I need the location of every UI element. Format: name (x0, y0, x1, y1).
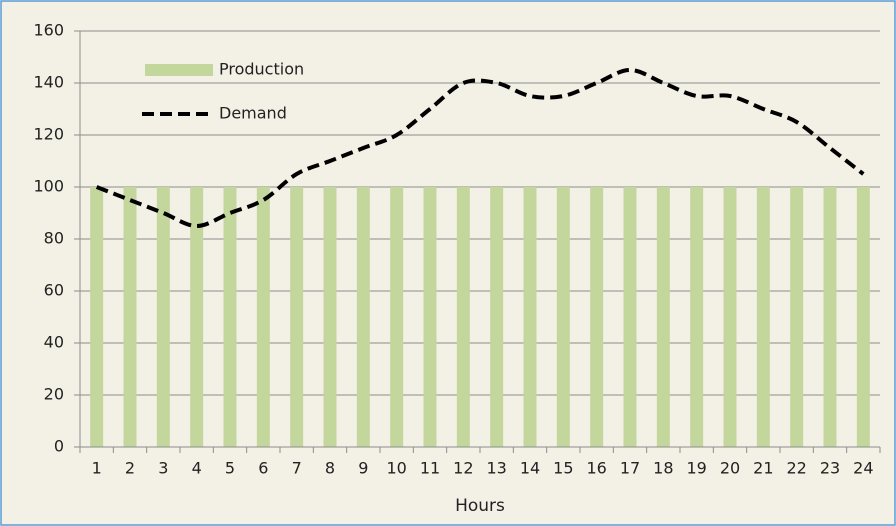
x-tick-label: 2 (125, 459, 135, 478)
x-tick-label: 1 (92, 459, 102, 478)
y-tick-label: 0 (54, 437, 64, 456)
y-tick-label: 80 (44, 229, 64, 248)
y-tick-label: 140 (33, 73, 64, 92)
x-axis-label: Hours (455, 496, 505, 516)
x-tick-label: 20 (720, 459, 740, 478)
x-tick-label: 11 (420, 459, 440, 478)
x-tick-label: 23 (820, 459, 840, 478)
y-tick-label: 100 (33, 177, 64, 196)
bar (790, 187, 804, 447)
bar (290, 187, 304, 447)
bar (256, 187, 270, 447)
bar (323, 187, 337, 447)
x-tick-label: 12 (453, 459, 473, 478)
x-tick-label: 4 (192, 459, 202, 478)
bar (156, 187, 170, 447)
x-tick-label: 9 (358, 459, 368, 478)
x-tick-label: 13 (486, 459, 506, 478)
legend-label: Production (219, 60, 304, 79)
x-tick-label: 24 (853, 459, 873, 478)
x-tick-label: 3 (158, 459, 168, 478)
bar (823, 187, 837, 447)
bar (656, 187, 670, 447)
bar (190, 187, 204, 447)
y-tick-label: 20 (44, 385, 64, 404)
bar (623, 187, 637, 447)
bar (456, 187, 470, 447)
x-tick-label: 14 (520, 459, 540, 478)
bar (223, 187, 237, 447)
x-tick-label: 19 (686, 459, 706, 478)
legend-swatch (145, 64, 213, 76)
legend-label: Demand (219, 104, 287, 123)
y-tick-label: 60 (44, 281, 64, 300)
bar (723, 187, 737, 447)
x-tick-label: 8 (325, 459, 335, 478)
bar (123, 187, 137, 447)
x-tick-label: 18 (653, 459, 673, 478)
y-tick-label: 40 (44, 333, 64, 352)
x-tick-label: 7 (292, 459, 302, 478)
x-tick-label: 10 (386, 459, 406, 478)
bar (423, 187, 437, 447)
x-tick-label: 16 (586, 459, 606, 478)
y-tick-label: 120 (33, 125, 64, 144)
bar (390, 187, 404, 447)
bar (690, 187, 704, 447)
bar (856, 187, 870, 447)
x-tick-label: 5 (225, 459, 235, 478)
bar (90, 187, 104, 447)
bar (590, 187, 604, 447)
x-tick-label: 22 (786, 459, 806, 478)
bar (490, 187, 504, 447)
bar (556, 187, 570, 447)
x-tick-label: 6 (258, 459, 268, 478)
bar (523, 187, 537, 447)
x-tick-label: 17 (620, 459, 640, 478)
y-tick-label: 160 (33, 21, 64, 40)
x-tick-label: 21 (753, 459, 773, 478)
x-tick-label: 15 (553, 459, 573, 478)
bar (356, 187, 370, 447)
bar (756, 187, 770, 447)
